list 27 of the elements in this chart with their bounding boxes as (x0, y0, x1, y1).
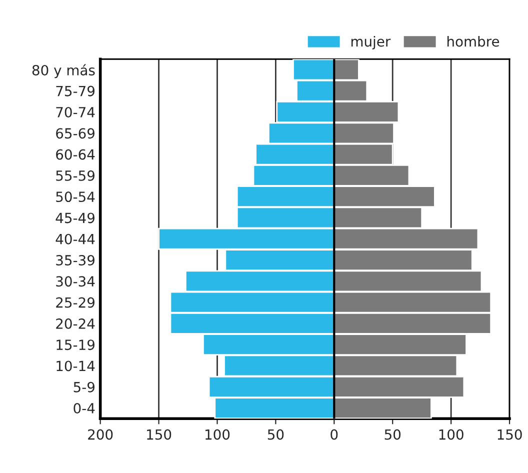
y-tick-label: 55-59 (56, 170, 94, 181)
y-tick-label: 60-64 (56, 149, 95, 160)
legend-label: mujer (351, 36, 391, 50)
y-tick-label: 30-34 (56, 276, 95, 287)
y-tick-label: 70-74 (56, 106, 95, 118)
y-tick-label: 0-4 (74, 403, 95, 414)
x-tick-label: 100 (206, 429, 230, 440)
x-tick-label: 150 (498, 429, 522, 440)
x-tick-label: 100 (439, 429, 464, 440)
y-tick-label: 80 y más (32, 64, 95, 78)
x-tick-label: 0 (330, 429, 338, 440)
x-tick-label: 150 (147, 429, 172, 440)
y-tick-label: 15-19 (56, 340, 94, 350)
x-tick-label: 50 (384, 429, 401, 440)
y-tick-label: 5-9 (74, 382, 94, 392)
y-tick-label: 75-79 (56, 86, 94, 96)
y-tick-label: 20-24 (56, 318, 95, 329)
x-tick-label: 50 (268, 429, 284, 440)
y-tick-label: 50-54 (56, 192, 95, 202)
y-tick-label: 65-69 (56, 128, 94, 139)
legend-label: hombre (447, 36, 500, 47)
y-tick-label: 25-29 (56, 297, 94, 308)
y-tick-label: 10-14 (56, 360, 95, 372)
y-tick-label: 40-44 (56, 234, 95, 244)
x-tick-label: 200 (88, 429, 113, 440)
y-tick-label: 45-49 (56, 212, 94, 224)
y-tick-label: 35-39 (56, 254, 94, 266)
